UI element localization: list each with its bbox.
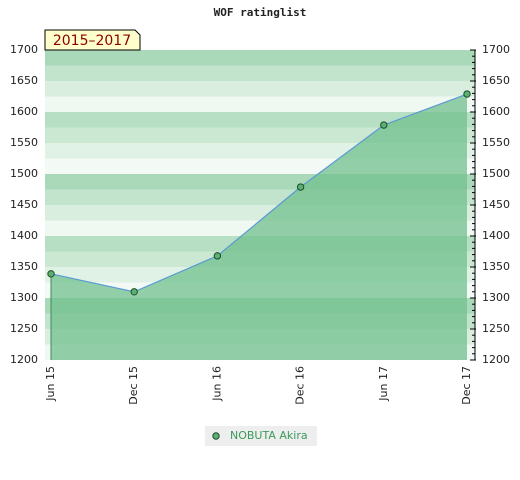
y2-tick-label: 1200 [482, 353, 510, 366]
x-tick-label: Jun 15 [44, 366, 57, 402]
x-tick-label: Dec 15 [127, 366, 140, 405]
y-tick-label: 1500 [10, 167, 38, 180]
y2-tick-label: 1550 [482, 136, 510, 149]
y-tick-label: 1350 [10, 260, 38, 273]
y-tick-label: 1200 [10, 353, 38, 366]
annotation-box [44, 29, 141, 51]
y-tick-label: 1600 [10, 105, 38, 118]
line [50, 93, 468, 293]
y2-tick-label: 1250 [482, 322, 510, 335]
area [51, 94, 467, 361]
y-tick-label: 1550 [10, 136, 38, 149]
y-tick-label: 1400 [10, 229, 38, 242]
point [213, 252, 222, 260]
x-tick-label: Dec 16 [294, 366, 307, 405]
point [47, 270, 55, 278]
y2-tick-label: 1350 [482, 260, 510, 273]
y2-tick-label: 1400 [482, 229, 510, 242]
y2-tick-label: 1600 [482, 105, 510, 118]
x-tick-label: Dec 17 [460, 366, 473, 405]
y2-tick-label: 1500 [482, 167, 510, 180]
point [130, 288, 138, 296]
y-tick-label: 1700 [10, 43, 38, 56]
legend-label: NOBUTA Akira [230, 429, 308, 442]
legend-marker [212, 432, 220, 440]
point [380, 121, 388, 129]
y2-tick-label: 1450 [482, 198, 510, 211]
y-tick-label: 1450 [10, 198, 38, 211]
point [463, 90, 471, 98]
y-tick-label: 1250 [10, 322, 38, 335]
y2-tick-label: 1700 [482, 43, 510, 56]
y-tick-label: 1650 [10, 74, 38, 87]
x-tick-label: Jun 17 [377, 366, 390, 402]
x-tick-label: Jun 16 [210, 366, 223, 402]
y-tick-label: 1300 [10, 291, 38, 304]
legend-box [205, 426, 317, 446]
y2-tick-label: 1650 [482, 74, 510, 87]
point [296, 183, 305, 191]
y2-tick-label: 1300 [482, 291, 510, 304]
chart-title: WOF ratinglist [214, 6, 307, 19]
annotation: 2015–2017 [53, 33, 131, 49]
